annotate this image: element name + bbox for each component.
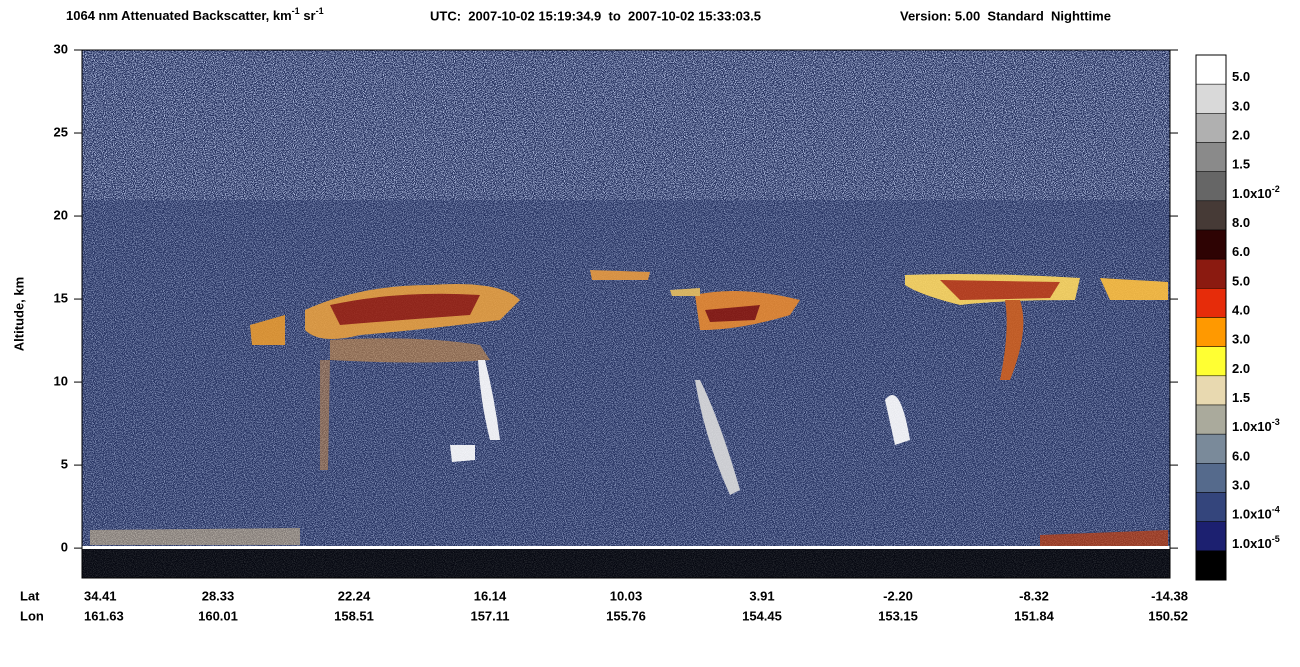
lon-tick-label: 150.52 (1148, 608, 1188, 623)
colorbar-label: 5.0 (1232, 274, 1250, 289)
colorbar-label-text: 5.0 (1232, 274, 1250, 289)
colorbar-label: 1.0x10-4 (1232, 505, 1280, 522)
y-tick-label: 5 (61, 457, 68, 472)
version: Version: 5.00 Standard Nighttime (900, 8, 1111, 23)
colorbar-swatch (1195, 171, 1227, 202)
lon-tick-label: 160.01 (198, 608, 238, 623)
colorbar-swatch (1195, 346, 1227, 377)
colorbar-swatch (1195, 288, 1227, 318)
colorbar-label-exp: -2 (1272, 184, 1280, 194)
colorbar-label: 3.0 (1232, 332, 1250, 347)
colorbar-label-text: 1.0x10 (1232, 507, 1272, 522)
colorbar-swatch (1195, 433, 1227, 464)
colorbar-label-text: 6.0 (1232, 449, 1250, 464)
colorbar-label: 4.0 (1232, 303, 1250, 318)
colorbar-label-text: 3.0 (1232, 478, 1250, 493)
colorbar-swatch (1195, 463, 1227, 493)
colorbar-swatch (1195, 258, 1227, 289)
lon-tick-label: 157.11 (470, 608, 509, 623)
colorbar-label: 1.5 (1232, 390, 1250, 405)
colorbar-label-text: 2.0 (1232, 128, 1250, 143)
y-tick-label: 30 (54, 41, 68, 56)
y-tick-label: 10 (54, 374, 68, 389)
colorbar-label: 1.0x10-3 (1232, 418, 1280, 435)
colorbar-label-text: 5.0 (1232, 70, 1250, 85)
colorbar-label-exp: -4 (1272, 505, 1280, 515)
lon-tick-label: 158.51 (334, 608, 374, 623)
y-tick-label: 20 (54, 207, 68, 222)
colorbar-label: 1.0x10-2 (1232, 184, 1280, 201)
plot-frame (81, 49, 1171, 579)
y-axis-title: Altitude, km (11, 277, 26, 351)
surface-line (82, 546, 1170, 549)
colorbar-swatch (1195, 404, 1227, 435)
y-tick-label: 15 (54, 290, 68, 305)
colorbar-frame (1195, 54, 1227, 581)
colorbar-label-text: 1.5 (1232, 390, 1250, 405)
colorbar-label-text: 3.0 (1232, 99, 1250, 114)
colorbar-swatch (1195, 375, 1227, 406)
colorbar-label: 1.5 (1232, 157, 1250, 172)
colorbar-label: 3.0 (1232, 478, 1250, 493)
lat-label: Lat (20, 588, 40, 603)
colorbar-label: 2.0 (1232, 128, 1250, 143)
colorbar-swatch (1195, 142, 1227, 172)
colorbar-swatch (1195, 550, 1227, 581)
y-tick-label: 0 (61, 540, 68, 555)
lat-tick-label: -2.20 (883, 588, 913, 603)
plot-image (82, 50, 1170, 578)
chart-title: 1064 nm Attenuated Backscatter, km-1 sr-… (66, 6, 324, 23)
lat-tick-label: -14.38 (1151, 588, 1188, 603)
lon-tick-label: 153.15 (878, 608, 918, 623)
lat-tick-label: 3.91 (749, 588, 774, 603)
colorbar-label: 8.0 (1232, 215, 1250, 230)
colorbar-swatch (1195, 229, 1227, 260)
colorbar-label-exp: -3 (1272, 418, 1280, 428)
colorbar-swatch (1195, 200, 1227, 231)
colorbar-swatch (1195, 54, 1227, 85)
lat-tick-label: -8.32 (1019, 588, 1049, 603)
colorbar-label: 5.0 (1232, 70, 1250, 85)
colorbar-label: 3.0 (1232, 99, 1250, 114)
colorbar-label-exp: -5 (1272, 534, 1280, 544)
colorbar-swatch (1195, 317, 1227, 347)
colorbar-label: 6.0 (1232, 449, 1250, 464)
colorbar-swatch (1195, 521, 1227, 552)
lon-tick-label: 161.63 (84, 608, 124, 623)
colorbar-label: 1.0x10-5 (1232, 534, 1280, 551)
colorbar-label-text: 2.0 (1232, 361, 1250, 376)
colorbar-label-text: 1.0x10 (1232, 420, 1272, 435)
colorbar-swatch (1195, 492, 1227, 522)
lon-tick-label: 151.84 (1014, 608, 1055, 623)
lat-tick-label: 34.41 (84, 588, 117, 603)
lat-tick-label: 28.33 (202, 588, 235, 603)
lon-tick-label: 154.45 (742, 608, 782, 623)
colorbar-label-text: 1.0x10 (1232, 536, 1272, 551)
colorbar-swatch (1195, 83, 1227, 114)
troposphere (82, 200, 1170, 550)
colorbar-label-text: 6.0 (1232, 245, 1250, 260)
cloud-layers (90, 270, 1168, 546)
colorbar-swatch (1195, 113, 1227, 143)
colorbar-label-text: 3.0 (1232, 332, 1250, 347)
utc-range: UTC: 2007-10-02 15:19:34.9 to 2007-10-02… (430, 8, 761, 23)
lon-tick-label: 155.76 (606, 608, 646, 623)
colorbar-label-text: 4.0 (1232, 303, 1250, 318)
lat-tick-label: 16.14 (474, 588, 507, 603)
lat-tick-label: 22.24 (338, 588, 371, 603)
lon-label: Lon (20, 608, 44, 623)
colorbar-label: 6.0 (1232, 245, 1250, 260)
colorbar-label-text: 8.0 (1232, 215, 1250, 230)
colorbar-label-text: 1.0x10 (1232, 186, 1272, 201)
colorbar-label: 2.0 (1232, 361, 1250, 376)
subsurface (82, 549, 1170, 578)
colorbar-label-text: 1.5 (1232, 157, 1250, 172)
lat-tick-label: 10.03 (610, 588, 643, 603)
y-tick-label: 25 (54, 124, 68, 139)
noise (82, 50, 1170, 578)
